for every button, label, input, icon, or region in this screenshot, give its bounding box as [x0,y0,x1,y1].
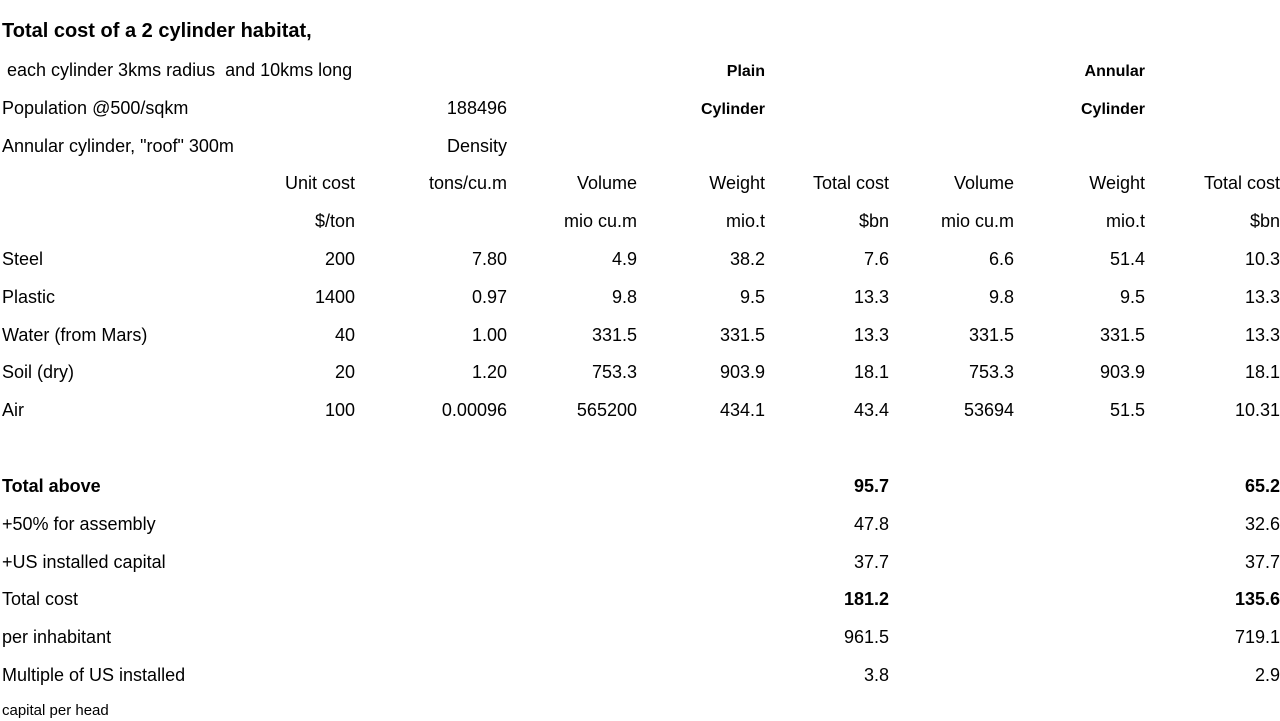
annular-cost-cell: 13.3 [1244,287,1280,307]
plain-weight-cell: 331.5 [719,325,765,345]
summary-label: Multiple of US installed [2,665,186,685]
unit-cost-unit: $/ton [314,211,355,231]
density-cell: 0.00096 [441,400,507,420]
annular-weight-unit: mio.t [1105,211,1145,231]
plain-group-header-line1: Plain [726,63,765,80]
material-name: Water (from Mars) [2,325,148,345]
unit-cost-cell: 1400 [314,287,355,307]
annular-group-header-line2: Cylinder [1080,101,1145,118]
summary-plain-value: 37.7 [853,552,889,572]
material-name: Air [2,400,24,420]
plain-total-cost-unit: $bn [858,211,889,231]
summary-annular-value: 65.2 [1244,476,1280,496]
plain-volume-cell: 753.3 [591,362,637,382]
annular-volume-cell: 6.6 [988,249,1014,269]
summary-plain-value: 3.8 [863,665,889,685]
annular-volume-cell: 753.3 [968,362,1014,382]
plain-cost-cell: 7.6 [863,249,889,269]
plain-cost-cell: 13.3 [853,325,889,345]
annular-note: Annular cylinder, "roof" 300m [2,136,234,156]
summary-plain-value: 47.8 [853,514,889,534]
annular-cost-cell: 10.31 [1234,400,1280,420]
annular-cost-cell: 18.1 [1244,362,1280,382]
plain-group-header-line2: Cylinder [700,101,765,118]
plain-weight-header: Weight [709,173,765,193]
annular-total-cost-header: Total cost [1203,173,1280,193]
population-value: 188496 [446,98,507,118]
population-label: Population @500/sqkm [2,98,189,118]
plain-volume-cell: 331.5 [591,325,637,345]
annular-volume-cell: 53694 [963,400,1014,420]
plain-volume-cell: 565200 [576,400,637,420]
summary-plain-value: 95.7 [853,476,889,496]
annular-weight-cell: 51.4 [1109,249,1145,269]
material-name: Plastic [2,287,56,307]
plain-cost-cell: 43.4 [853,400,889,420]
density-cell: 7.80 [471,249,507,269]
plain-volume-unit: mio cu.m [563,211,637,231]
plain-volume-cell: 4.9 [611,249,637,269]
annular-cost-cell: 10.3 [1244,249,1280,269]
annular-weight-cell: 903.9 [1099,362,1145,382]
plain-weight-cell: 38.2 [729,249,765,269]
summary-annular-value: 32.6 [1244,514,1280,534]
annular-weight-cell: 9.5 [1119,287,1145,307]
summary-label: Total cost [2,589,79,609]
plain-weight-cell: 9.5 [739,287,765,307]
plain-volume-header: Volume [576,173,637,193]
summary-label: Total above [2,476,101,496]
plain-weight-cell: 434.1 [719,400,765,420]
material-name: Steel [2,249,44,269]
annular-cost-cell: 13.3 [1244,325,1280,345]
subtitle: each cylinder 3kms radius and 10kms long [2,60,353,80]
plain-cost-cell: 13.3 [853,287,889,307]
page-title: Total cost of a 2 cylinder habitat, [2,20,312,42]
summary-annular-value: 135.6 [1234,589,1280,609]
annular-volume-cell: 331.5 [968,325,1014,345]
plain-weight-unit: mio.t [725,211,765,231]
unit-cost-cell: 20 [334,362,355,382]
summary-plain-value: 961.5 [843,627,889,647]
annular-weight-cell: 51.5 [1109,400,1145,420]
plain-cost-cell: 18.1 [853,362,889,382]
summary-plain-value: 181.2 [843,589,889,609]
unit-cost-cell: 40 [334,325,355,345]
unit-cost-cell: 200 [324,249,355,269]
summary-label: +US installed capital [2,552,166,572]
annular-volume-unit: mio cu.m [940,211,1014,231]
density-cell: 1.20 [471,362,507,382]
annular-group-header-line1: Annular [1084,63,1145,80]
density-cell: 0.97 [471,287,507,307]
density-header: Density [446,136,507,156]
density-unit-header: tons/cu.m [428,173,507,193]
plain-weight-cell: 903.9 [719,362,765,382]
footnote: capital per head [2,702,109,719]
annular-total-cost-unit: $bn [1249,211,1280,231]
summary-label: +50% for assembly [2,514,156,534]
density-cell: 1.00 [471,325,507,345]
plain-total-cost-header: Total cost [812,173,889,193]
summary-annular-value: 719.1 [1234,627,1280,647]
annular-weight-header: Weight [1089,173,1145,193]
annular-volume-header: Volume [953,173,1014,193]
summary-label: per inhabitant [2,627,112,647]
plain-volume-cell: 9.8 [611,287,637,307]
annular-volume-cell: 9.8 [988,287,1014,307]
material-name: Soil (dry) [2,362,75,382]
unit-cost-cell: 100 [324,400,355,420]
unit-cost-header: Unit cost [284,173,355,193]
summary-annular-value: 37.7 [1244,552,1280,572]
annular-weight-cell: 331.5 [1099,325,1145,345]
summary-annular-value: 2.9 [1254,665,1280,685]
